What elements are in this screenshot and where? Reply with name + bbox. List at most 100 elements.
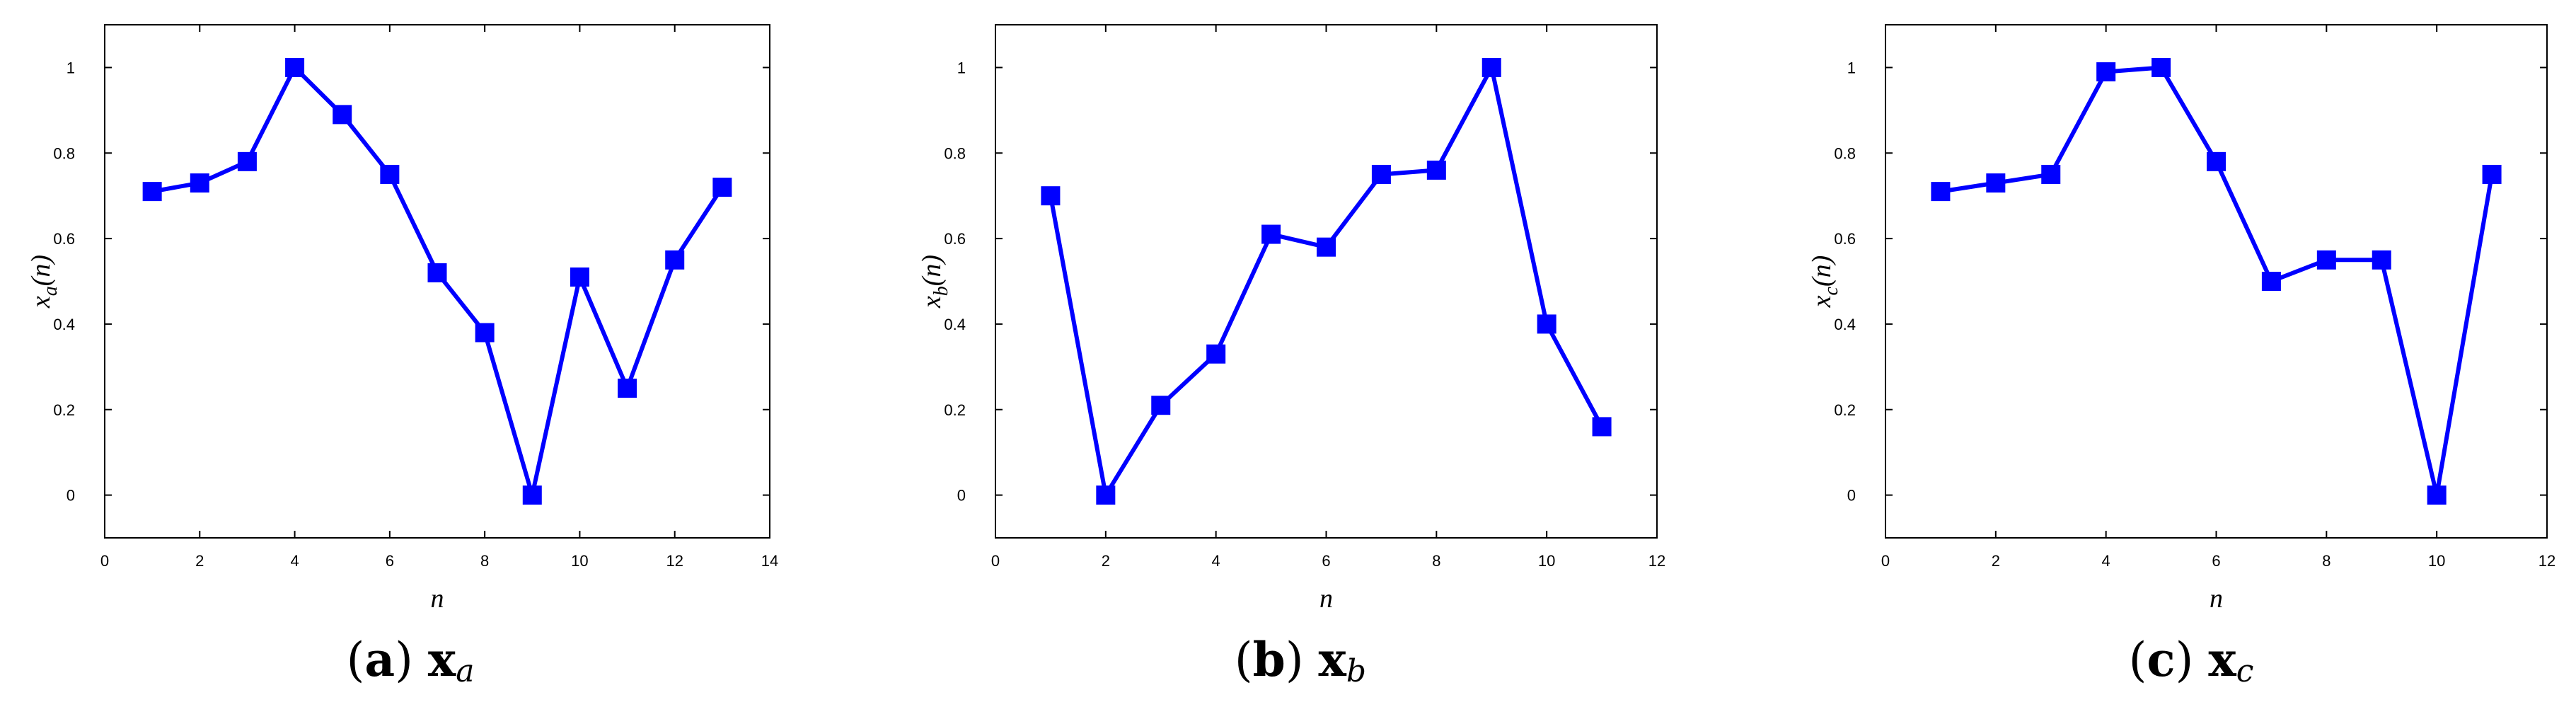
caption-letter: c — [2147, 632, 2175, 687]
x-tick-label: 10 — [2428, 552, 2445, 570]
x-tick-label: 4 — [1212, 552, 1220, 570]
x-tick-label: 12 — [666, 552, 683, 570]
caption-subscript: a — [456, 653, 474, 689]
caption-vector: x — [1319, 632, 1347, 687]
y-axis-label-base: x — [26, 296, 56, 309]
x-tick-label: 10 — [571, 552, 588, 570]
panel-caption: (a) xa — [347, 632, 475, 689]
data-point-marker — [1261, 224, 1281, 244]
data-point-marker — [2096, 62, 2116, 81]
data-point-marker — [1096, 485, 1116, 505]
data-point-marker — [1317, 237, 1336, 257]
caption-open-paren: ( — [2129, 633, 2147, 687]
x-tick-label: 2 — [1992, 552, 2000, 570]
y-tick-label: 1 — [67, 59, 75, 76]
caption-letter: a — [364, 632, 395, 687]
data-point-marker — [427, 263, 447, 282]
y-axis-label-base: x — [917, 296, 947, 309]
y-tick-label: 1 — [1847, 59, 1856, 76]
caption-subscript: b — [1346, 653, 1366, 689]
y-tick-label: 0.4 — [53, 316, 75, 333]
caption-open-paren: ( — [1235, 633, 1253, 687]
data-point-marker — [380, 164, 400, 184]
x-axis-label: n — [2210, 584, 2223, 614]
x-tick-label: 8 — [2322, 552, 2330, 570]
caption-close-paren: ) — [2176, 633, 2209, 687]
caption-vector: x — [428, 632, 456, 687]
data-point-marker — [142, 182, 162, 202]
caption-close-paren: ) — [1286, 633, 1319, 687]
x-tick-label: 8 — [1432, 552, 1440, 570]
x-tick-label: 4 — [290, 552, 299, 570]
x-tick-label: 10 — [1538, 552, 1555, 570]
data-point-marker — [618, 379, 637, 398]
y-axis-label: xc(n) — [1807, 255, 1842, 309]
data-point-marker — [1931, 182, 1951, 202]
data-point-marker — [522, 485, 542, 505]
data-point-marker — [712, 178, 732, 197]
y-axis-label-arg: (n) — [26, 255, 56, 286]
data-point-marker — [2427, 485, 2447, 505]
x-tick-label: 6 — [1322, 552, 1330, 570]
data-point-marker — [333, 105, 352, 125]
plot-frame — [1885, 24, 2548, 539]
data-point-marker — [1592, 417, 1612, 437]
y-tick-label: 0.4 — [1834, 316, 1856, 333]
y-tick-label: 0.2 — [53, 401, 75, 419]
caption-open-paren: ( — [347, 633, 365, 687]
x-tick-label: 8 — [480, 552, 489, 570]
data-point-marker — [1206, 344, 1226, 364]
x-tick-label: 6 — [2212, 552, 2220, 570]
y-tick-label: 0.8 — [53, 144, 75, 162]
y-tick-label: 0 — [1847, 487, 1856, 505]
data-point-marker — [1371, 164, 1391, 184]
y-tick-label: 0.8 — [944, 144, 966, 162]
y-tick-label: 1 — [957, 59, 966, 76]
x-axis-label: n — [1319, 584, 1333, 614]
plot-frame — [995, 24, 1658, 539]
data-point-marker — [2207, 151, 2226, 171]
caption-subscript: c — [2236, 653, 2254, 689]
panel-caption: (b) xb — [1235, 632, 1366, 689]
y-tick-label: 0.4 — [944, 316, 966, 333]
data-point-marker — [2372, 250, 2391, 270]
data-point-marker — [237, 151, 257, 171]
x-tick-label: 12 — [1648, 552, 1665, 570]
data-point-marker — [2041, 164, 2061, 184]
series-line — [1940, 65, 2495, 498]
data-point-marker — [190, 173, 209, 193]
data-point-marker — [1151, 396, 1171, 415]
data-point-marker — [665, 250, 685, 270]
x-tick-label: 2 — [1102, 552, 1110, 570]
x-tick-label: 6 — [386, 552, 394, 570]
y-tick-label: 0.8 — [1834, 144, 1856, 162]
y-tick-label: 0 — [67, 487, 75, 505]
series-line — [1048, 65, 1604, 498]
plot-frame — [104, 24, 770, 539]
y-axis-label: xb(n) — [917, 255, 952, 309]
data-point-marker — [285, 57, 305, 77]
data-point-marker — [1482, 57, 1501, 77]
data-point-marker — [1041, 186, 1061, 206]
y-tick-label: 0.6 — [944, 230, 966, 248]
y-axis-label: xa(n) — [26, 255, 62, 309]
x-tick-label: 14 — [761, 552, 778, 570]
x-tick-label: 4 — [2102, 552, 2110, 570]
y-tick-label: 0.2 — [944, 401, 966, 419]
y-tick-label: 0 — [957, 487, 966, 505]
y-tick-label: 0.6 — [53, 230, 75, 248]
caption-letter: b — [1253, 632, 1286, 687]
y-axis-label-subscript: a — [40, 286, 62, 296]
y-tick-label: 0.6 — [1834, 230, 1856, 248]
y-axis-label-arg: (n) — [1807, 255, 1837, 287]
data-point-marker — [2261, 272, 2281, 291]
x-tick-label: 0 — [991, 552, 1000, 570]
y-axis-label-subscript: c — [1820, 286, 1842, 295]
data-point-marker — [2316, 250, 2336, 270]
caption-vector: x — [2208, 632, 2236, 687]
